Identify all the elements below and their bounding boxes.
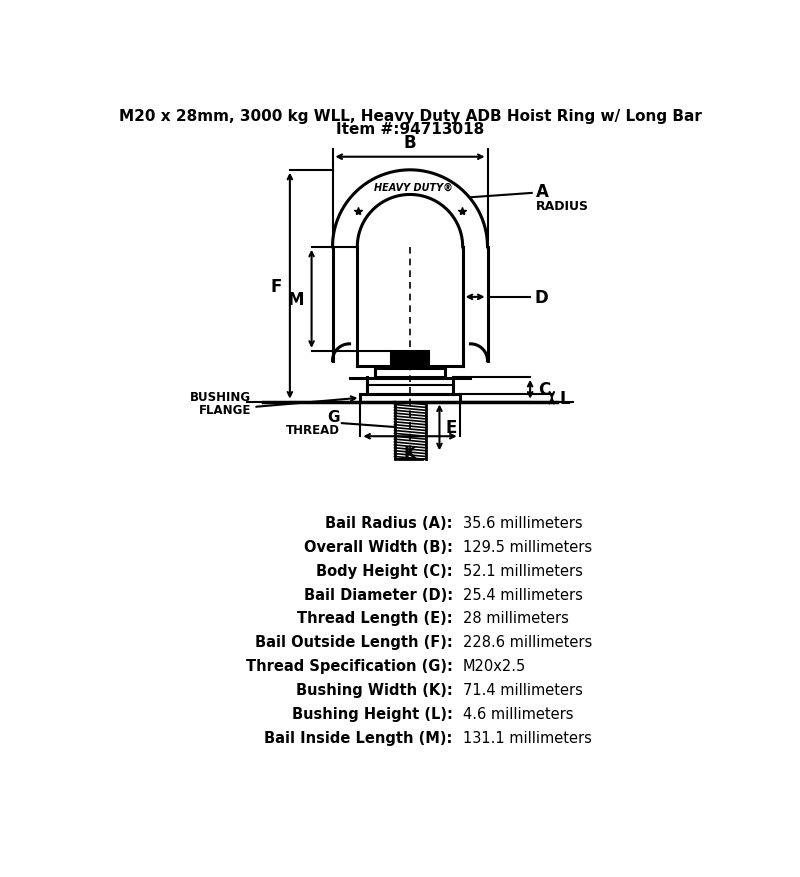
- Text: 52.1 millimeters: 52.1 millimeters: [462, 563, 582, 578]
- Text: 4.6 millimeters: 4.6 millimeters: [462, 706, 573, 721]
- Text: F: F: [270, 277, 282, 296]
- Text: BUSHING: BUSHING: [190, 390, 251, 403]
- Text: 35.6 millimeters: 35.6 millimeters: [462, 516, 582, 531]
- Text: RADIUS: RADIUS: [535, 199, 589, 212]
- Text: Bushing Width (K):: Bushing Width (K):: [296, 682, 453, 697]
- Text: K: K: [403, 445, 417, 462]
- Text: THREAD: THREAD: [286, 424, 339, 436]
- Text: Body Height (C):: Body Height (C):: [316, 563, 453, 578]
- Text: Bail Diameter (D):: Bail Diameter (D):: [303, 587, 453, 602]
- Text: C: C: [538, 381, 550, 399]
- Text: 28 millimeters: 28 millimeters: [462, 610, 569, 625]
- Text: Thread Length (E):: Thread Length (E):: [297, 610, 453, 625]
- Text: 131.1 millimeters: 131.1 millimeters: [462, 730, 591, 745]
- Text: Bail Inside Length (M):: Bail Inside Length (M):: [264, 730, 453, 745]
- Text: A: A: [535, 182, 549, 200]
- Text: 129.5 millimeters: 129.5 millimeters: [462, 539, 592, 554]
- Text: 25.4 millimeters: 25.4 millimeters: [462, 587, 582, 602]
- Text: E: E: [446, 419, 457, 437]
- Text: Thread Specification (G):: Thread Specification (G):: [246, 659, 453, 674]
- Text: 228.6 millimeters: 228.6 millimeters: [462, 635, 592, 650]
- Text: 71.4 millimeters: 71.4 millimeters: [462, 682, 582, 697]
- Text: Bail Outside Length (F):: Bail Outside Length (F):: [255, 635, 453, 650]
- Text: Item #:94713018: Item #:94713018: [336, 122, 484, 137]
- Polygon shape: [390, 352, 430, 368]
- Text: M20 x 28mm, 3000 kg WLL, Heavy Duty ADB Hoist Ring w/ Long Bar: M20 x 28mm, 3000 kg WLL, Heavy Duty ADB …: [118, 109, 702, 124]
- Text: M: M: [287, 290, 304, 309]
- Text: Bail Radius (A):: Bail Radius (A):: [325, 516, 453, 531]
- Text: L: L: [559, 389, 570, 407]
- Text: Overall Width (B):: Overall Width (B):: [304, 539, 453, 554]
- Text: HEAVY DUTY®: HEAVY DUTY®: [374, 182, 454, 193]
- Text: Bushing Height (L):: Bushing Height (L):: [292, 706, 453, 721]
- Text: FLANGE: FLANGE: [198, 403, 251, 417]
- Text: D: D: [534, 289, 548, 306]
- Text: M20x2.5: M20x2.5: [462, 659, 526, 674]
- Text: B: B: [404, 133, 416, 152]
- Text: G: G: [327, 410, 339, 425]
